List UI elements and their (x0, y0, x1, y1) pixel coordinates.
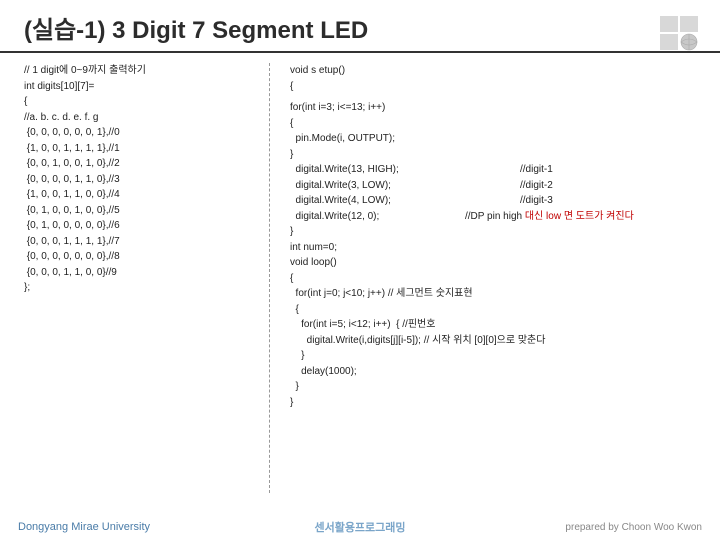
footer-left: Dongyang Mirae University (18, 521, 150, 533)
code-comment: //digit-3 (520, 193, 553, 209)
code-text: digital.Write(4, LOW); (290, 193, 520, 209)
code-text: digital.Write(12, 0); (290, 209, 465, 225)
code-line: { (290, 116, 696, 132)
code-line: {0, 0, 0, 1, 1, 0, 0}//9 (24, 265, 259, 281)
code-line: delay(1000); (290, 364, 696, 380)
code-line: int digits[10][7]= (24, 79, 259, 95)
code-line: { (290, 79, 696, 95)
code-text: digital.Write(3, LOW); (290, 178, 520, 194)
code-line: for(int j=0; j<10; j++) // 세그먼트 숫지표현 (290, 286, 696, 302)
code-line: digital.Write(12, 0); //DP pin high 대신 l… (290, 209, 696, 225)
footer-right: prepared by Choon Woo Kwon (565, 522, 702, 533)
right-code-column: void s etup() { for(int i=3; i<=13; i++)… (270, 63, 696, 493)
code-line: { (24, 94, 259, 110)
code-line: {0, 1, 0, 0, 1, 0, 0},//5 (24, 203, 259, 219)
code-line: digital.Write(13, HIGH); //digit-1 (290, 162, 696, 178)
code-line: } (290, 147, 696, 163)
code-line: {1, 0, 0, 1, 1, 1, 1},//1 (24, 141, 259, 157)
code-line: digital.Write(4, LOW); //digit-3 (290, 193, 696, 209)
code-line: } (290, 395, 696, 411)
code-text: digital.Write(13, HIGH); (290, 162, 520, 178)
code-comment: //digit-2 (520, 178, 553, 194)
code-line: { (290, 302, 696, 318)
code-line: {0, 0, 0, 0, 1, 1, 0},//3 (24, 172, 259, 188)
code-line: { (290, 271, 696, 287)
code-line: {1, 0, 0, 1, 1, 0, 0},//4 (24, 187, 259, 203)
left-code-column: // 1 digit에 0~9까지 출력하기 int digits[10][7]… (24, 63, 269, 493)
code-line: void s etup() (290, 63, 696, 79)
code-line: int num=0; (290, 240, 696, 256)
code-line: // 1 digit에 0~9까지 출력하기 (24, 63, 259, 79)
code-line: digital.Write(3, LOW); //digit-2 (290, 178, 696, 194)
code-line: pin.Mode(i, OUTPUT); (290, 131, 696, 147)
code-comment: //digit-1 (520, 162, 553, 178)
content-area: // 1 digit에 0~9까지 출력하기 int digits[10][7]… (0, 53, 720, 493)
code-line: {0, 0, 0, 1, 1, 1, 1},//7 (24, 234, 259, 250)
comment-red: 대신 low 면 도트가 켜진다 (525, 211, 634, 222)
footer-center: 센서활용프로그래밍 (314, 519, 405, 535)
code-line: for(int i=5; i<12; i++) { //핀번호 (290, 317, 696, 333)
code-line: {0, 0, 0, 0, 0, 0, 1},//0 (24, 125, 259, 141)
code-line: //a. b. c. d. e. f. g (24, 110, 259, 126)
code-line: } (290, 224, 696, 240)
code-comment: //DP pin high 대신 low 면 도트가 켜진다 (465, 209, 634, 225)
code-line: digital.Write(i,digits[j][i-5]); // 시작 위… (290, 333, 696, 349)
code-line: }; (24, 280, 259, 296)
comment-prefix: //DP pin high (465, 211, 525, 222)
code-line: {0, 0, 0, 0, 0, 0, 0},//8 (24, 249, 259, 265)
slide-title: (실습-1) 3 Digit 7 Segment LED (24, 10, 696, 45)
code-line: {0, 0, 1, 0, 0, 1, 0},//2 (24, 156, 259, 172)
logo-badge (658, 12, 702, 52)
code-line: void loop() (290, 255, 696, 271)
title-bar: (실습-1) 3 Digit 7 Segment LED (0, 0, 720, 53)
logo-icon (658, 12, 702, 52)
code-line: for(int i=3; i<=13; i++) (290, 100, 696, 116)
footer: Dongyang Mirae University 센서활용프로그래밍 prep… (0, 514, 720, 540)
code-line: {0, 1, 0, 0, 0, 0, 0},//6 (24, 218, 259, 234)
code-line: } (290, 379, 696, 395)
code-line: } (290, 348, 696, 364)
